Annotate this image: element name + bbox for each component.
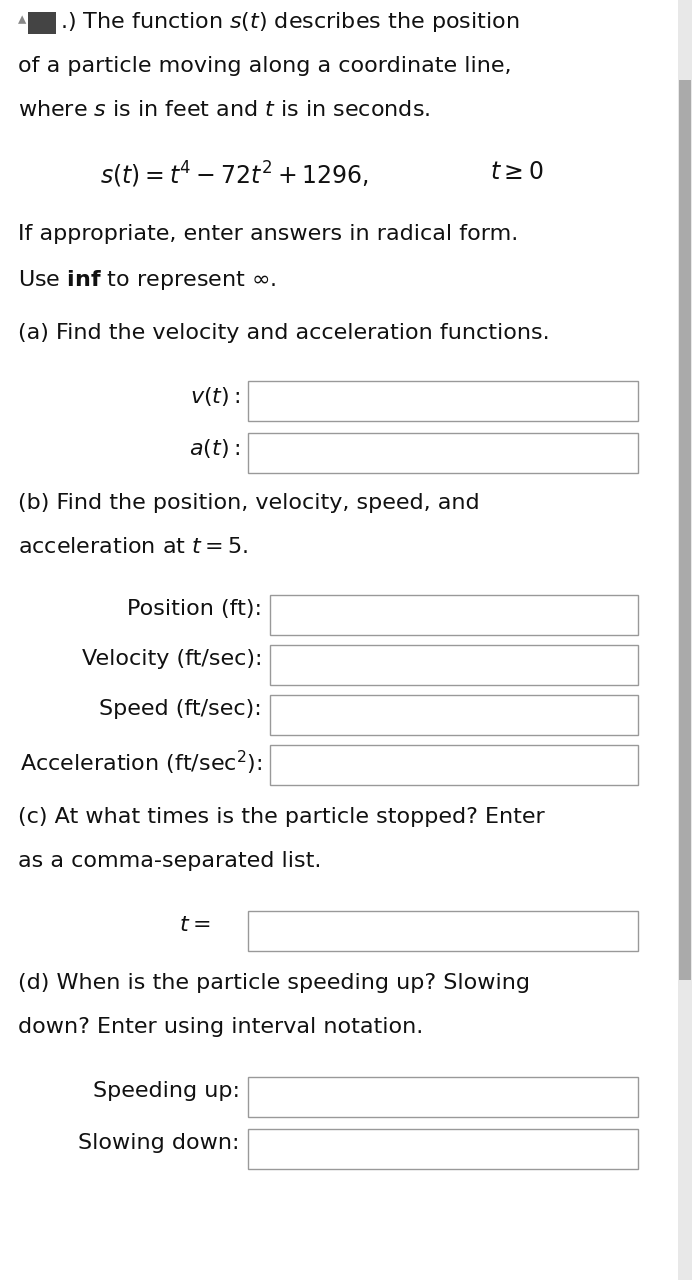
- Text: as a comma-separated list.: as a comma-separated list.: [18, 851, 321, 870]
- Text: Use $\mathbf{inf}$ to represent $\infty$.: Use $\mathbf{inf}$ to represent $\infty$…: [18, 268, 276, 292]
- Text: Slowing down:: Slowing down:: [78, 1133, 240, 1153]
- Bar: [270, 745, 638, 785]
- Text: If appropriate, enter answers in radical form.: If appropriate, enter answers in radical…: [18, 224, 518, 244]
- Text: $v(t):$: $v(t):$: [190, 385, 240, 408]
- Text: where $s$ is in feet and $t$ is in seconds.: where $s$ is in feet and $t$ is in secon…: [18, 100, 430, 120]
- Bar: [28, 12, 56, 35]
- Bar: [270, 645, 638, 685]
- Text: (c) At what times is the particle stopped? Enter: (c) At what times is the particle stoppe…: [18, 806, 544, 827]
- Text: Position (ft):: Position (ft):: [127, 599, 262, 620]
- Text: Acceleration (ft/sec$^2$):: Acceleration (ft/sec$^2$):: [20, 749, 262, 777]
- Text: Speeding up:: Speeding up:: [93, 1082, 240, 1101]
- Text: Velocity (ft/sec):: Velocity (ft/sec):: [82, 649, 262, 669]
- Text: .) The function $s(t)$ describes the position: .) The function $s(t)$ describes the pos…: [60, 10, 519, 35]
- Bar: [248, 1129, 638, 1169]
- Text: (b) Find the position, velocity, speed, and: (b) Find the position, velocity, speed, …: [18, 493, 480, 513]
- Text: $a(t):$: $a(t):$: [189, 436, 240, 460]
- Bar: [248, 1076, 638, 1117]
- Text: of a particle moving along a coordinate line,: of a particle moving along a coordinate …: [18, 56, 512, 76]
- Text: (d) When is the particle speeding up? Slowing: (d) When is the particle speeding up? Sl…: [18, 973, 530, 993]
- Bar: [678, 0, 692, 1280]
- Bar: [270, 695, 638, 735]
- Bar: [248, 911, 638, 951]
- Bar: [679, 79, 691, 980]
- Text: (a) Find the velocity and acceleration functions.: (a) Find the velocity and acceleration f…: [18, 323, 549, 343]
- Text: down? Enter using interval notation.: down? Enter using interval notation.: [18, 1018, 423, 1037]
- Text: acceleration at $t = 5$.: acceleration at $t = 5$.: [18, 538, 248, 557]
- Text: $t=$: $t=$: [179, 915, 210, 934]
- Bar: [248, 381, 638, 421]
- Text: $t \geq 0$: $t \geq 0$: [490, 160, 544, 184]
- Text: Speed (ft/sec):: Speed (ft/sec):: [99, 699, 262, 719]
- Bar: [270, 595, 638, 635]
- Text: $s(t) = t^4 - 72t^2 + 1296,$: $s(t) = t^4 - 72t^2 + 1296,$: [100, 160, 369, 191]
- Text: ▴: ▴: [18, 10, 27, 28]
- Bar: [248, 433, 638, 474]
